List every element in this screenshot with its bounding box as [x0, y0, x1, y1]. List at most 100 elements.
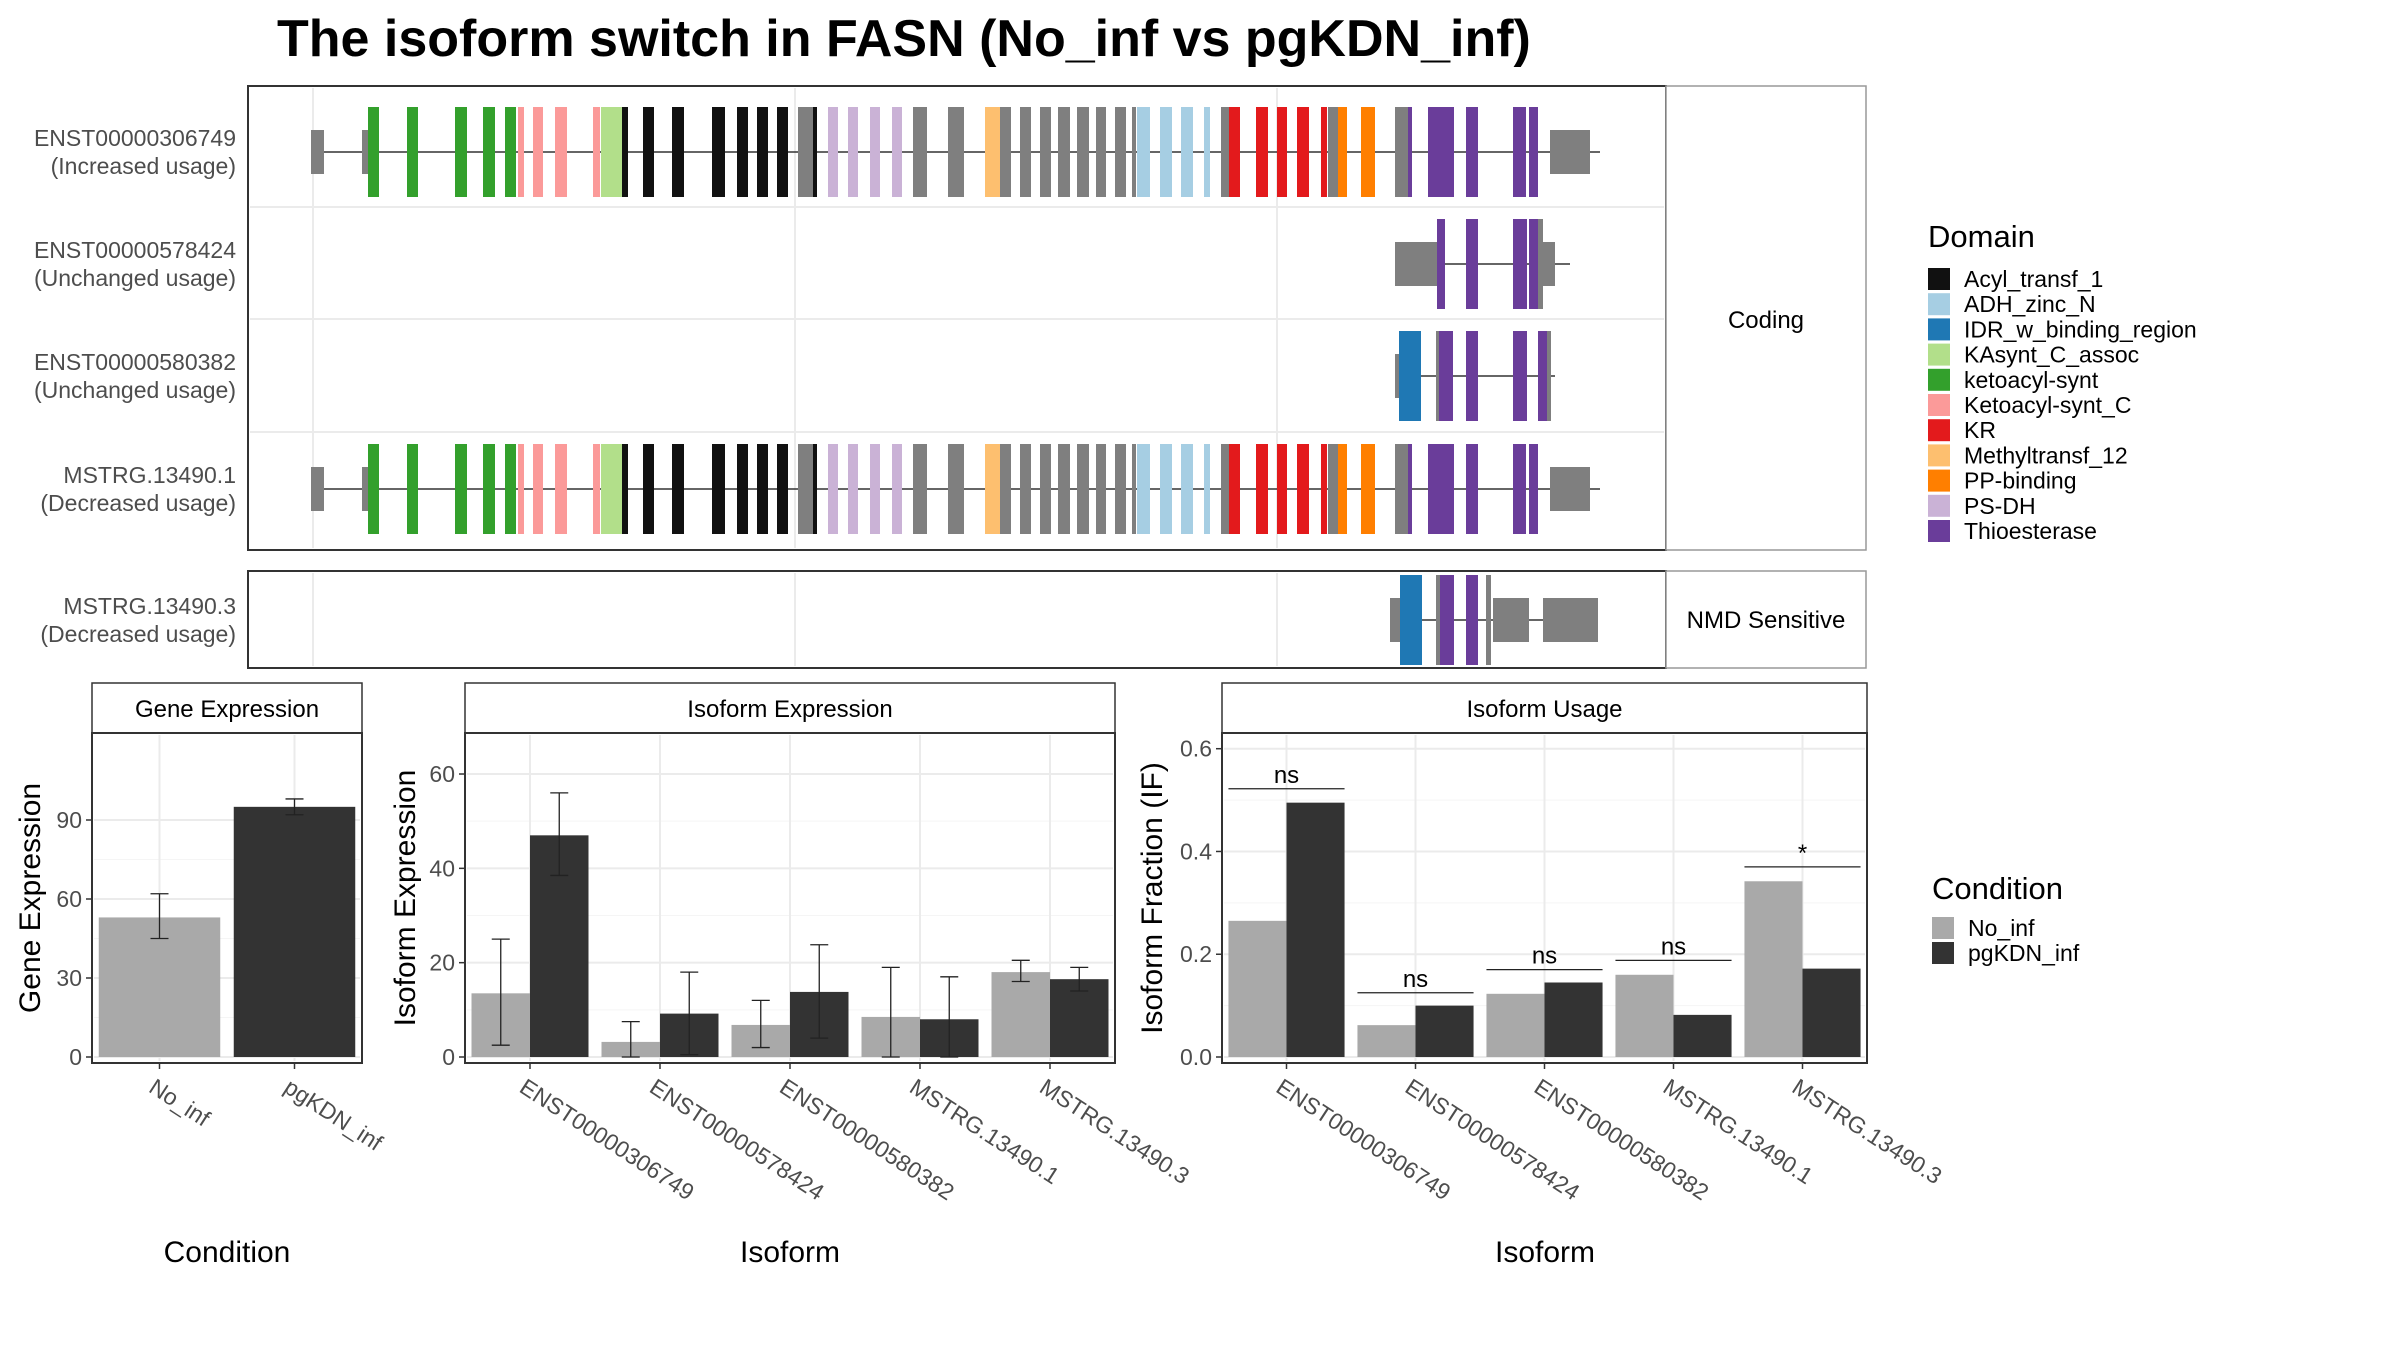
ENST00000306749-exon — [622, 107, 628, 197]
MSTRG.13490.1-exon — [622, 444, 628, 534]
y-tick-label: 90 — [56, 807, 82, 833]
ENST00000306749-exon — [1221, 107, 1229, 197]
MSTRG.13490.1-exon — [1115, 444, 1126, 534]
MSTRG.13490.3-exon — [1493, 598, 1529, 642]
significance-label: ns — [1274, 762, 1299, 789]
legend-domain-swatch — [1928, 394, 1950, 416]
MSTRG.13490.1-exon — [1338, 444, 1347, 534]
MSTRG.13490.1-exon — [1277, 444, 1287, 534]
legend-domain-title: Domain — [1928, 219, 2035, 254]
y-tick-label: 0.4 — [1180, 838, 1212, 864]
ENST00000306749-exon — [985, 107, 1000, 197]
legend-domain-swatch — [1928, 444, 1950, 467]
MSTRG.13490.1-exon — [913, 444, 927, 534]
bar-pgKDN_inf-MSTRG.13490.3 — [1802, 968, 1861, 1057]
legend-domain-label: KAsynt_C_assoc — [1964, 342, 2139, 368]
bar-No_inf-ENST00000580382 — [1486, 993, 1545, 1057]
ENST00000306749-exon — [1000, 107, 1011, 197]
ENST00000306749-exon — [362, 130, 368, 174]
ENST00000306749-exon — [870, 107, 880, 197]
MSTRG.13490.1-exon — [1204, 444, 1210, 534]
ENST00000306749-exon — [518, 107, 524, 197]
MSTRG.13490.1-exon — [813, 444, 817, 534]
MSTRG.13490.3-exon — [1390, 598, 1400, 642]
ENST00000306749-exon — [1058, 107, 1070, 197]
x-axis-title: Condition — [164, 1236, 291, 1269]
ENST00000306749-exon — [1040, 107, 1051, 197]
panel-isoform-usage: Isoform Usage0.00.20.40.6nsENST000003067… — [1136, 682, 1947, 1269]
ENST00000578424-exon — [1395, 242, 1439, 286]
MSTRG.13490.1-exon — [1321, 444, 1327, 534]
significance-label: * — [1798, 840, 1807, 867]
MSTRG.13490.1-exon — [1096, 444, 1106, 534]
MSTRG.13490.1-exon — [948, 444, 964, 534]
ENST00000306749-exon — [368, 107, 379, 197]
y-axis-title: Isoform Expression — [389, 770, 422, 1027]
MSTRG.13490.1-exon — [1000, 444, 1011, 534]
MSTRG.13490.1-exon — [1328, 444, 1338, 534]
ENST00000306749-exon — [614, 107, 622, 197]
legend-domain-swatch — [1928, 469, 1950, 492]
isoform-usage-label: (Decreased usage) — [40, 621, 236, 647]
ENST00000580382-exon — [1395, 354, 1399, 398]
MSTRG.13490.1-exon — [505, 444, 516, 534]
y-tick-label: 60 — [56, 886, 82, 912]
legend-domain-swatch — [1928, 520, 1950, 542]
ENST00000306749-exon — [1395, 107, 1408, 197]
MSTRG.13490.1-exon — [1395, 444, 1408, 534]
ENST00000306749-exon — [1181, 107, 1193, 197]
y-axis-title: Gene Expression — [14, 783, 47, 1013]
legend-condition-label: pgKDN_inf — [1968, 940, 2080, 966]
y-tick-label: 0.6 — [1180, 736, 1212, 762]
ENST00000578424-exon — [1538, 219, 1543, 309]
y-tick-label: 0 — [442, 1044, 455, 1070]
expression-panels: Gene Expression 0 30 60 90 No_inf pgKDN_inf Con… — [14, 682, 1947, 1269]
ENST00000578424-exon — [1513, 219, 1527, 309]
MSTRG.13490.1-exon — [1361, 444, 1375, 534]
ENST00000306749-exon — [813, 107, 817, 197]
facet-label-coding: Coding — [1728, 307, 1804, 334]
isoform-id-label: ENST00000306749 — [34, 125, 236, 151]
legend-domain-label: PS-DH — [1964, 493, 2036, 519]
ENST00000306749-exon — [1513, 107, 1526, 197]
MSTRG.13490.1-exon — [1297, 444, 1309, 534]
bar-pgKDN_inf-MSTRG.13490.1 — [1673, 1014, 1732, 1057]
legend-domain-label: Acyl_transf_1 — [1964, 266, 2103, 292]
MSTRG.13490.1-exon — [643, 444, 654, 534]
ENST00000306749-exon — [1229, 107, 1240, 197]
isoform-id-label: ENST00000578424 — [34, 237, 236, 263]
legend-domain-swatch — [1928, 368, 1950, 391]
ENST00000306749-exon — [672, 107, 684, 197]
bar-pgKDN_inf-ENST00000580382 — [1544, 982, 1603, 1057]
bar-No_inf-ENST00000578424 — [1357, 1025, 1416, 1057]
legend-domain-label: IDR_w_binding_region — [1964, 316, 2197, 342]
ENST00000306749-exon — [593, 107, 600, 197]
legends: Domain Acyl_transf_1ADH_zinc_NIDR_w_bindi… — [1928, 219, 2197, 966]
isoform-id-label: MSTRG.13490.1 — [63, 462, 236, 488]
bar-pgKDN_inf-ENST00000306749 — [1286, 802, 1345, 1057]
ENST00000306749-exon — [1077, 107, 1089, 197]
ENST00000306749-exon — [1297, 107, 1309, 197]
ENST00000306749-exon — [1204, 107, 1210, 197]
legend-domain-label: ADH_zinc_N — [1964, 291, 2096, 317]
MSTRG.13490.1-exon — [1408, 444, 1412, 534]
MSTRG.13490.3-exon — [1440, 575, 1454, 665]
MSTRG.13490.1-exon — [407, 444, 418, 534]
isoform-id-label: MSTRG.13490.3 — [63, 593, 236, 619]
MSTRG.13490.3-exon — [1543, 598, 1598, 642]
MSTRG.13490.3-exon — [1400, 575, 1422, 665]
panel-gene-expression: Gene Expression 0 30 60 90 No_inf pgKDN_inf Con… — [14, 682, 388, 1269]
ENST00000306749-exon — [1428, 107, 1454, 197]
ENST00000306749-exon — [407, 107, 418, 197]
ENST00000306749-exon — [848, 107, 858, 197]
ENST00000306749-exon — [1137, 107, 1150, 197]
y-tick-label: 30 — [56, 965, 82, 991]
MSTRG.13490.1-exon — [362, 467, 368, 511]
MSTRG.13490.1-exon — [777, 444, 788, 534]
MSTRG.13490.1-exon — [518, 444, 524, 534]
ENST00000306749-exon — [798, 107, 813, 197]
facet-strip-coding — [1665, 85, 1867, 551]
ENST00000306749-exon — [757, 107, 768, 197]
MSTRG.13490.3-exon — [1486, 575, 1491, 665]
